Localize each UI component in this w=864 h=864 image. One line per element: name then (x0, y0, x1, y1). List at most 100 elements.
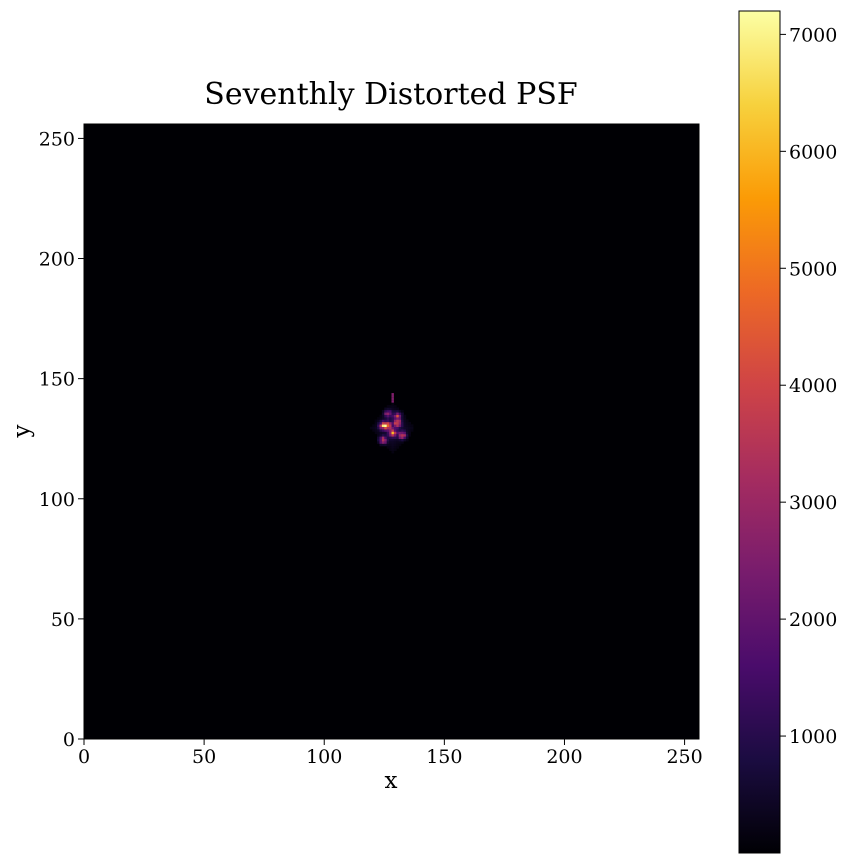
psf-pixel (393, 424, 397, 427)
psf-pixel (401, 419, 404, 423)
psf-pixel (405, 436, 409, 440)
psf-pixel (369, 426, 373, 430)
psf-pixel (398, 412, 402, 415)
psf-pixel (384, 407, 387, 411)
psf-pixel (396, 412, 400, 415)
psf-pixel (401, 431, 404, 435)
psf-pixel (405, 419, 409, 423)
psf-pixel (384, 441, 387, 444)
psf-pixel (384, 424, 387, 427)
psf-pixel (391, 407, 395, 411)
psf-pixel (381, 417, 385, 420)
psf-pixel (391, 400, 394, 403)
psf-pixel (391, 438, 395, 442)
psf-pixel (381, 414, 385, 418)
psf-pixel (379, 433, 383, 437)
psf-pixel (374, 431, 378, 435)
psf-pixel (381, 426, 385, 430)
psf-pixel (401, 433, 404, 437)
psf-pixel (377, 441, 380, 444)
psf-pixel (386, 431, 390, 435)
psf-pixel (405, 421, 409, 425)
psf-pixel (389, 438, 392, 442)
psf-pixel (410, 424, 414, 427)
psf-pixel (405, 433, 409, 437)
psf-pixel (381, 441, 385, 444)
psf-pixel (398, 419, 402, 423)
psf-pixel (386, 407, 390, 411)
psf-pixel (384, 426, 387, 430)
psf-pixel (379, 436, 383, 440)
psf-pixel (391, 402, 395, 406)
psf-pixel (396, 421, 400, 425)
psf-pixel (393, 414, 397, 418)
psf-pixel (384, 419, 387, 423)
psf-pixel (398, 414, 402, 418)
psf-pixel (408, 426, 412, 430)
psf-pixel (396, 441, 400, 444)
psf-pixel (408, 429, 412, 432)
psf-pixel (391, 421, 395, 425)
psf-pixel (379, 426, 383, 430)
psf-pixel (389, 433, 392, 437)
psf-pixel (398, 441, 402, 444)
psf-pixel (396, 407, 400, 411)
psf-pixel (396, 443, 400, 447)
psf-pixel (384, 417, 387, 420)
psf-pixel (396, 436, 400, 440)
psf-pixel (386, 421, 390, 425)
psf-pixel (398, 424, 402, 427)
psf-pixel (389, 448, 392, 452)
psf-pixel (401, 441, 404, 444)
psf-pixel (391, 393, 394, 396)
psf-pixel (398, 436, 402, 440)
psf-pixel (386, 419, 390, 423)
psf-pixel (393, 412, 397, 415)
psf-pixel (393, 407, 397, 411)
psf-pixel (398, 438, 402, 442)
psf-pixel (389, 417, 392, 420)
psf-pixel (372, 429, 375, 432)
psf-pixel (379, 417, 383, 420)
psf-pixel (379, 438, 383, 442)
psf-pixel (389, 419, 392, 423)
psf-pixel (374, 424, 378, 427)
psf-pixel (389, 443, 392, 447)
psf-pixel (374, 419, 378, 423)
psf-pixel (386, 438, 390, 442)
psf-pixel (396, 409, 400, 413)
psf-pixel (391, 450, 395, 454)
psf-pixel (398, 409, 402, 413)
psf-pixel (393, 419, 397, 423)
psf-pixel (391, 441, 395, 444)
psf-pixel (386, 433, 390, 437)
psf-pixel (374, 421, 378, 425)
colorbar-tick-label: 4000 (789, 375, 837, 397)
psf-pixel (401, 436, 404, 440)
psf-pixel (384, 431, 387, 435)
psf-pixel (389, 421, 392, 425)
psf-pixel (396, 438, 400, 442)
psf-pixel (408, 424, 412, 427)
psf-pixel (401, 438, 404, 442)
psf-pixel (401, 409, 404, 413)
psf-pixel (403, 421, 407, 425)
colorbar-tick-label: 5000 (789, 258, 837, 280)
psf-pixel (389, 405, 392, 408)
psf-pixel (377, 433, 380, 437)
psf-pixel (386, 445, 390, 449)
colorbar-ticks: 1000 2000 3000 4000 5000 6000 7000 (780, 24, 837, 748)
psf-pixel (379, 441, 383, 444)
psf-pixel (391, 412, 395, 415)
psf-pixel (379, 419, 383, 423)
psf-pixel (389, 429, 392, 432)
y-tick-label: 200 (39, 249, 75, 271)
psf-pixel (408, 431, 412, 435)
psf-pixel (381, 421, 385, 425)
psf-pixel (384, 409, 387, 413)
psf-pixel (391, 445, 395, 449)
psf-pixel (389, 407, 392, 411)
psf-pixel (396, 417, 400, 420)
y-tick-label: 150 (39, 369, 75, 391)
